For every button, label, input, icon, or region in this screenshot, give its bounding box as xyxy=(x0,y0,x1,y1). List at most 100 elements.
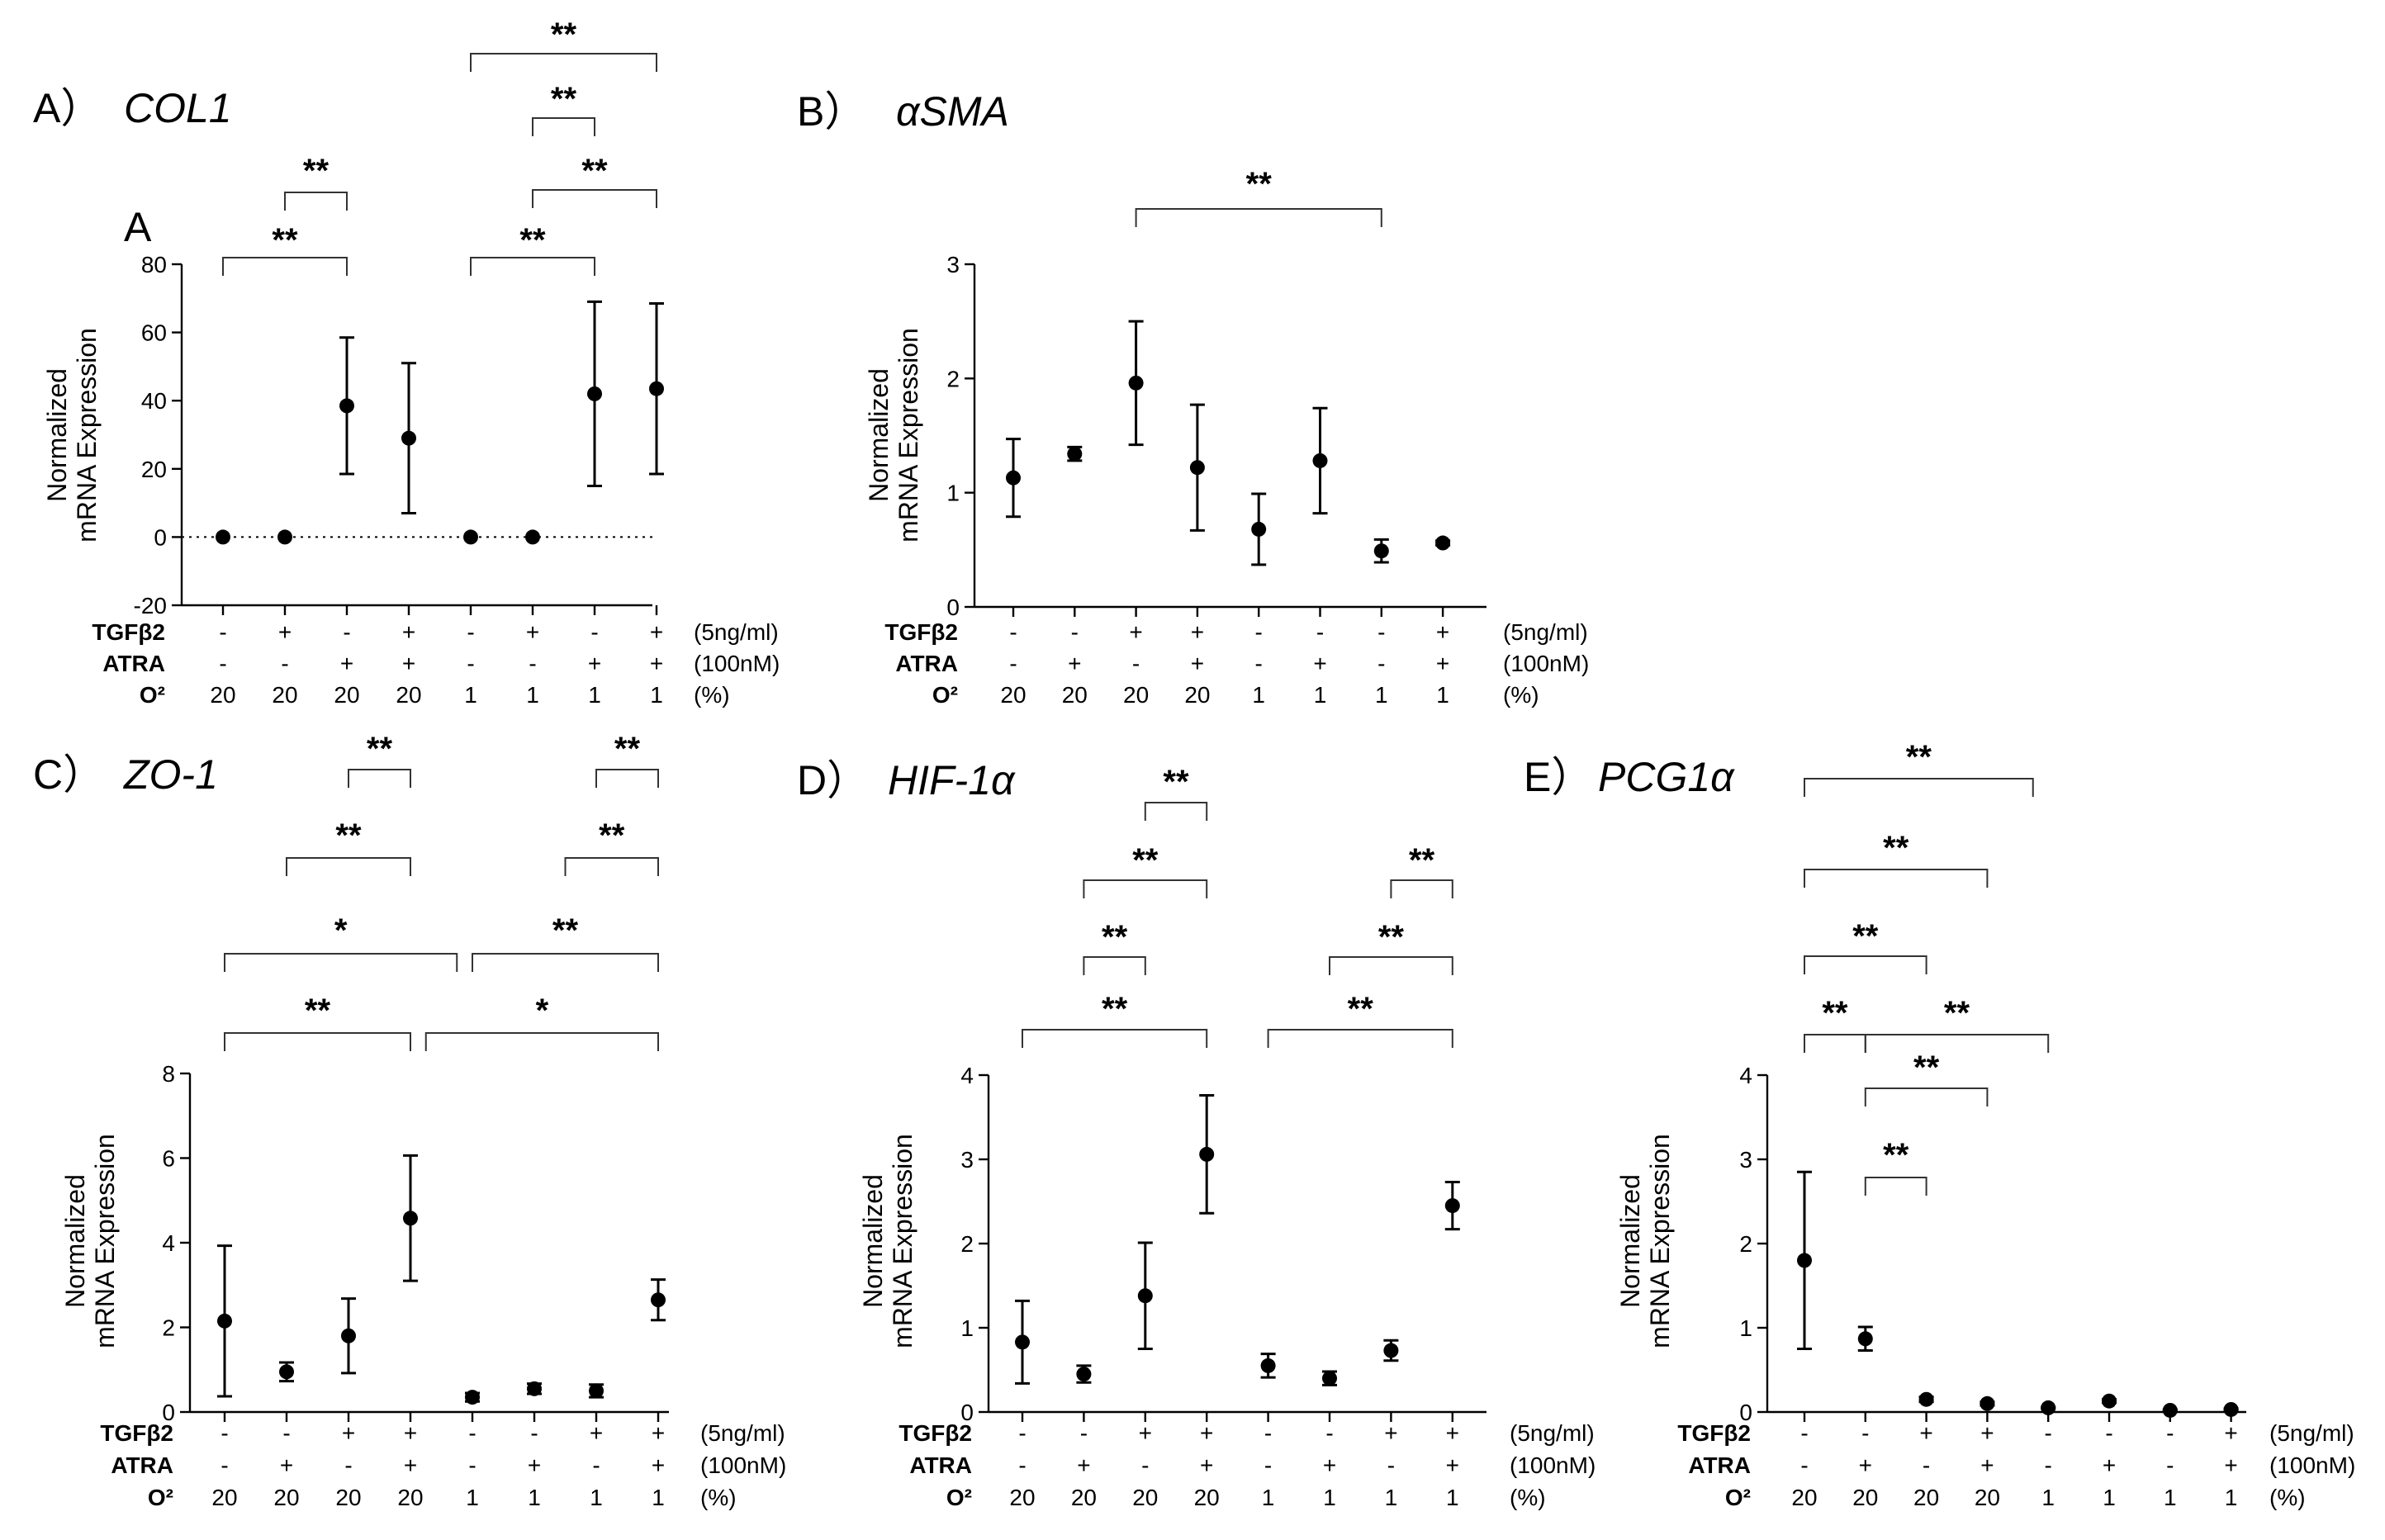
condition-value: - xyxy=(1071,619,1079,645)
y-tick-label: 8 xyxy=(162,1061,175,1087)
condition-value: + xyxy=(1980,1452,1994,1478)
condition-value: - xyxy=(281,651,288,676)
data-point xyxy=(527,1381,542,1396)
data-point xyxy=(1015,1334,1030,1350)
condition-value: + xyxy=(1068,651,1081,676)
condition-value: - xyxy=(1080,1420,1088,1446)
condition-value: + xyxy=(652,1452,665,1478)
condition-value: - xyxy=(220,1452,228,1478)
condition-value: 1 xyxy=(1385,1485,1398,1510)
significance-bracket xyxy=(224,1032,411,1051)
y-tick-label: 60 xyxy=(141,320,167,346)
condition-value: - xyxy=(1861,1420,1869,1446)
data-point xyxy=(1797,1253,1812,1268)
condition-value: + xyxy=(1077,1452,1090,1478)
significance-label: ** xyxy=(1906,739,1932,775)
condition-value: + xyxy=(1139,1420,1152,1446)
y-axis-label: Normalized xyxy=(858,1174,888,1308)
condition-value: 20 xyxy=(210,682,235,708)
data-point xyxy=(341,1328,356,1343)
data-point xyxy=(649,381,664,396)
condition-value: 1 xyxy=(1446,1485,1459,1510)
data-point xyxy=(1137,1288,1153,1304)
panel-c: C） ZO-1 Normalized mRNA Expression 0 2 4 6 8 TGFβ… xyxy=(33,731,786,1510)
condition-value: + xyxy=(1436,651,1449,676)
y-tick-label: 4 xyxy=(162,1230,175,1256)
y-axis-label: mRNA Expression xyxy=(1645,1134,1675,1348)
significance-bracket xyxy=(284,192,348,211)
condition-value: + xyxy=(526,619,539,645)
condition-value: + xyxy=(1200,1420,1213,1446)
condition-value: - xyxy=(1325,1420,1333,1446)
condition-value: 20 xyxy=(1123,682,1149,708)
panel-d: D） HIF-1α Normalized mRNA Expression 0 1 2 3 4 TG… xyxy=(797,757,1596,1510)
data-point xyxy=(403,1211,418,1226)
condition-value: 20 xyxy=(1132,1485,1158,1510)
data-point xyxy=(465,1390,480,1405)
condition-value: 1 xyxy=(652,1485,665,1510)
y-tick-label: 3 xyxy=(960,1147,974,1173)
data-point xyxy=(216,529,230,545)
condition-value: 20 xyxy=(1009,1485,1035,1510)
significance-bracket xyxy=(1083,879,1208,898)
condition-value: - xyxy=(343,619,350,645)
y-axis-label: Normalized xyxy=(42,368,72,502)
condition-value: 20 xyxy=(211,1485,237,1510)
condition-value: 20 xyxy=(1194,1485,1220,1510)
significance-bracket xyxy=(224,953,458,972)
condition-unit: (%) xyxy=(1503,682,1539,708)
condition-value: - xyxy=(1264,1420,1272,1446)
data-point xyxy=(1322,1371,1337,1386)
y-tick-label: 4 xyxy=(1739,1063,1752,1088)
condition-value: 1 xyxy=(526,682,539,708)
condition-value: 1 xyxy=(1314,682,1327,708)
condition-value: - xyxy=(1141,1452,1149,1478)
condition-unit: (%) xyxy=(694,682,730,708)
data-point xyxy=(2162,1402,2178,1418)
condition-value: - xyxy=(2105,1420,2112,1446)
condition-row-label: TGFβ2 xyxy=(100,1420,173,1446)
y-axis-label: mRNA Expression xyxy=(894,328,923,543)
condition-value: + xyxy=(404,1452,417,1478)
data-point xyxy=(1076,1367,1092,1382)
condition-value: + xyxy=(280,1452,293,1478)
condition-unit: (100nM) xyxy=(1510,1452,1596,1478)
y-tick-label: 40 xyxy=(141,388,167,414)
significance-label: ** xyxy=(303,153,330,189)
significance-bracket xyxy=(1804,869,1989,888)
significance-label: ** xyxy=(1944,995,1970,1031)
condition-value: 1 xyxy=(1436,682,1449,708)
condition-value: 20 xyxy=(335,1485,361,1510)
data-point xyxy=(1373,543,1389,559)
significance-bracket xyxy=(1135,208,1382,227)
panel-label: A） xyxy=(33,85,102,131)
condition-value: 20 xyxy=(1852,1485,1878,1510)
data-point xyxy=(1857,1331,1873,1347)
data-point xyxy=(1980,1395,1995,1411)
condition-value: - xyxy=(2045,1420,2052,1446)
condition-value: - xyxy=(1387,1452,1395,1478)
panel-label: D） xyxy=(797,757,868,803)
significance-bracket xyxy=(595,769,659,788)
condition-row-label: O² xyxy=(148,1485,173,1510)
y-tick-label: 0 xyxy=(1739,1400,1752,1425)
condition-value: + xyxy=(590,1420,603,1446)
data-point xyxy=(525,529,540,545)
condition-value: - xyxy=(1923,1452,1930,1478)
significance-bracket xyxy=(1804,1034,1866,1053)
significance-bracket xyxy=(470,257,595,276)
condition-value: + xyxy=(1200,1452,1213,1478)
data-point xyxy=(339,398,354,414)
significance-label: ** xyxy=(1852,918,1879,955)
condition-unit: (5ng/ml) xyxy=(1503,619,1588,645)
condition-value: 1 xyxy=(650,682,663,708)
data-point xyxy=(1383,1343,1399,1358)
significance-bracket xyxy=(1022,1029,1208,1048)
condition-value: - xyxy=(2166,1420,2174,1446)
condition-row-label: ATRA xyxy=(909,1452,972,1478)
y-tick-label: 3 xyxy=(1739,1147,1752,1173)
condition-row-label: O² xyxy=(932,682,958,708)
panel-b: B） αSMA Normalized mRNA Expression 0 1 2 3 TGFβ2… xyxy=(797,88,1589,708)
data-point xyxy=(2223,1401,2239,1417)
panel-title: ZO-1 xyxy=(123,751,218,798)
